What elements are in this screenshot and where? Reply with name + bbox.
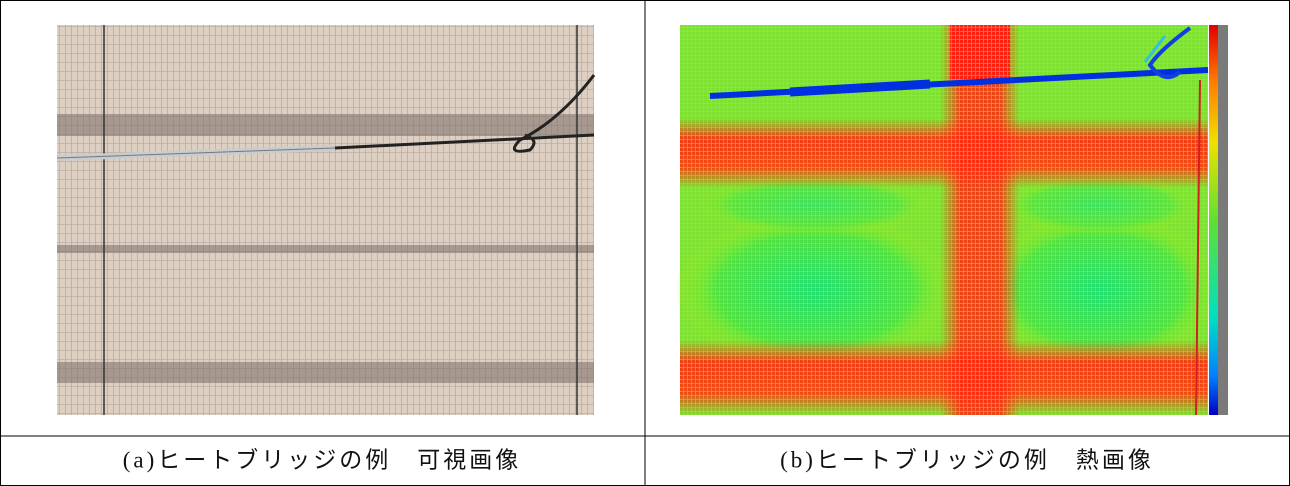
caption: (a)ヒートブリッジの例 可視画像 — [123, 447, 522, 472]
visible-image — [56, 25, 596, 415]
caption: (b)ヒートブリッジの例 熱画像 — [780, 447, 1154, 472]
thermal-image — [675, 25, 1228, 416]
